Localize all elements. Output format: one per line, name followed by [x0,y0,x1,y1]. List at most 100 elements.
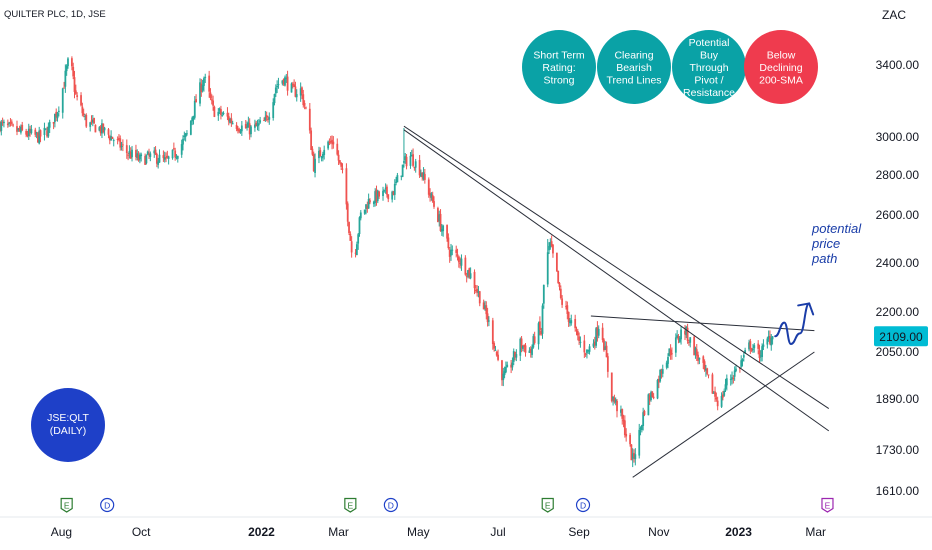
event-letter: E [545,500,551,510]
candle-body [208,75,211,92]
candle-body [723,390,726,396]
candle-body [239,131,242,133]
y-tick-label: 2800.00 [876,168,920,182]
candle-body [18,128,21,131]
candle-body [648,395,651,401]
earnings-marker[interactable]: E [344,497,357,513]
candle-body [731,377,733,380]
candle-body [752,348,754,350]
candle-body [578,336,581,342]
candle-body [365,204,367,209]
info-circle-text: 200-SMA [759,75,803,87]
candle-body [39,130,42,137]
candle-body [137,154,140,161]
candle-body [111,136,114,140]
earnings-marker[interactable]: E [60,497,73,513]
candle-body [229,118,231,123]
candle-body [733,370,736,377]
candle-body [574,319,577,329]
candle-body [98,127,101,131]
candle-body [73,77,76,92]
candle-body [610,372,613,402]
candle-body [308,108,311,131]
candle-body [90,120,93,122]
candle-body [761,346,764,358]
ticker-badge: JSE:QLT(DAILY) [31,388,105,462]
candle-body [227,116,230,122]
earnings-marker[interactable]: E [821,497,834,513]
candle-body [616,400,618,412]
candle-body [647,394,650,416]
candle-body [310,130,313,150]
candle-body [63,87,65,89]
dividend-marker[interactable]: D [575,497,591,513]
candle-body [438,214,441,221]
candle-body [605,345,608,358]
candle-body [273,94,276,104]
candle-body [282,79,285,85]
candle-body [629,434,631,445]
candle-body [387,194,390,200]
candle-body [575,329,578,331]
x-tick-label: Sep [568,525,590,539]
trendline[interactable] [632,351,815,478]
candle-body [99,126,102,134]
candle-body [321,153,324,158]
info-circle-text: Potential [689,37,730,49]
candle-body [457,256,460,263]
candles-layer [0,56,774,468]
candle-body [167,156,170,159]
y-tick-label: 2050.00 [876,345,920,359]
candle-body [661,369,664,374]
candle-body [630,444,633,461]
candle-body [210,99,213,101]
candle-body [698,357,701,360]
candle-body [634,454,637,460]
candle-body [623,420,626,436]
candle-body [671,353,673,355]
axes-layer: 3400.00 3000.00 2800.00 2600.00 2400.00 2200.… [0,8,932,539]
candle-body [193,100,196,118]
candle-body [510,364,513,368]
candle-body [612,396,614,400]
dividend-marker[interactable]: D [383,497,398,513]
candle-body [180,144,183,155]
x-tick-label: Mar [805,525,826,539]
candle-body [34,129,37,135]
candle-body [184,133,187,138]
candle-body [9,121,12,124]
candle-body [213,106,216,117]
candle-body [148,153,150,156]
projection-arrowhead-icon [797,302,815,316]
candle-body [715,397,718,400]
earnings-marker[interactable]: E [541,497,554,513]
candle-body [135,149,137,158]
candle-body [355,244,358,256]
candle-body [484,305,486,308]
candle-body [546,252,549,285]
candle-body [378,191,380,197]
candle-body [423,174,426,180]
candle-body [588,346,591,352]
candle-body [30,129,33,134]
candle-body [693,336,696,356]
candle-body [17,128,20,131]
candle-body [226,112,229,117]
trendline[interactable] [403,129,830,432]
candle-body [601,327,604,340]
candle-body [695,349,698,356]
candle-body [37,132,39,143]
dividend-marker[interactable]: D [100,497,115,513]
trendline[interactable] [590,315,815,332]
trendline[interactable] [403,125,830,409]
candle-body [674,337,677,353]
candle-body [433,201,435,207]
candle-body [238,129,241,132]
candle-body [255,122,258,127]
y-tick-label: 2200.00 [876,305,920,319]
candle-body [570,320,573,324]
candle-body [191,117,194,122]
candle-body [46,130,48,137]
